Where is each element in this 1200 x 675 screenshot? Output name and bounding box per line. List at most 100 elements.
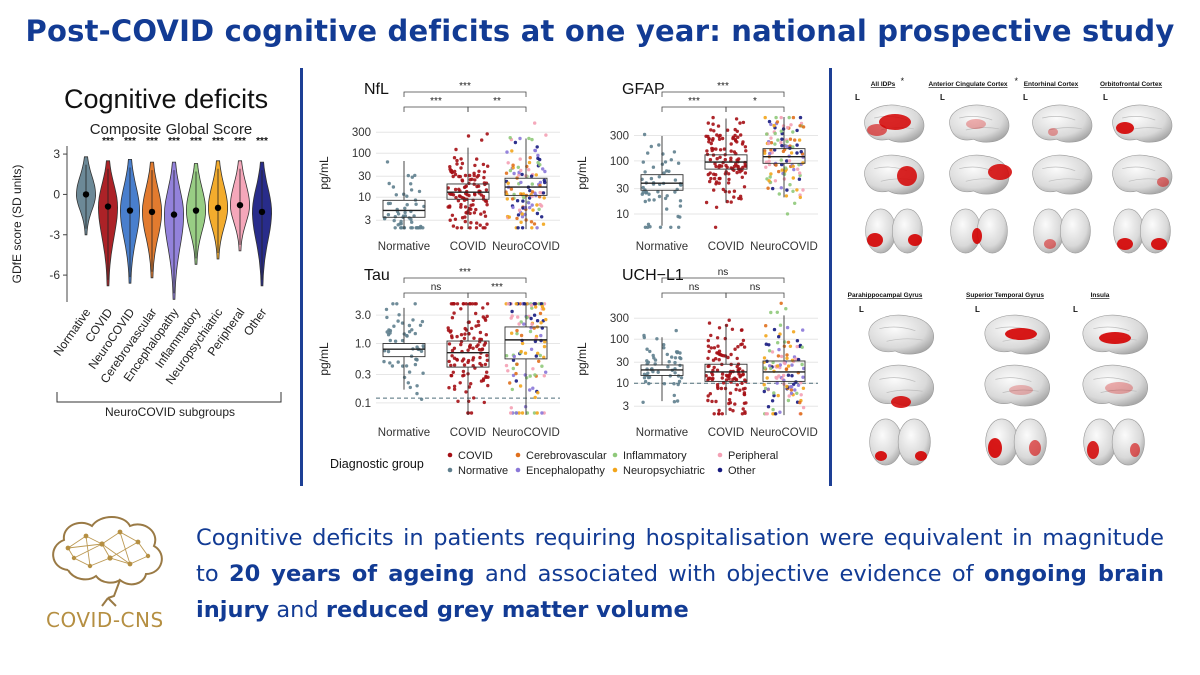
y-axis-label: pg/mL xyxy=(317,156,331,190)
data-point xyxy=(723,157,727,162)
data-point xyxy=(446,205,450,209)
data-point xyxy=(468,173,472,178)
violin-median-point xyxy=(104,203,112,210)
page-title: Post-COVID cognitive deficits at one yea… xyxy=(25,14,1175,48)
data-point xyxy=(506,181,510,185)
data-point xyxy=(741,338,746,343)
box-iqr xyxy=(446,340,490,368)
highlight-entorhinal xyxy=(1044,239,1056,249)
data-point xyxy=(470,326,474,331)
summary-part: and xyxy=(269,597,326,623)
data-point xyxy=(540,215,544,219)
data-point xyxy=(452,384,457,388)
data-point xyxy=(728,407,732,411)
data-point xyxy=(450,316,455,320)
data-point xyxy=(393,226,397,230)
data-point xyxy=(391,302,395,306)
data-point xyxy=(448,218,452,222)
data-point xyxy=(782,361,786,365)
data-point xyxy=(663,196,668,201)
data-point xyxy=(510,387,514,392)
data-point xyxy=(801,375,805,379)
data-point xyxy=(527,160,532,165)
data-point xyxy=(678,356,682,360)
data-point xyxy=(518,384,523,388)
data-point xyxy=(717,137,722,141)
data-point xyxy=(467,399,471,403)
data-point xyxy=(648,349,652,354)
data-point xyxy=(475,157,479,161)
data-point xyxy=(776,341,780,345)
data-point xyxy=(409,188,414,192)
data-point xyxy=(786,373,791,377)
data-point xyxy=(793,388,797,392)
data-point xyxy=(530,322,534,326)
violin-median-point xyxy=(192,207,200,214)
data-point xyxy=(517,411,521,415)
data-point xyxy=(449,373,454,378)
data-point xyxy=(727,373,731,377)
data-point xyxy=(528,205,532,210)
data-point xyxy=(662,343,666,347)
summary-text: Cognitive deficits in patients requiring… xyxy=(196,520,1164,628)
data-point xyxy=(720,372,725,376)
brain-sulcus xyxy=(1042,116,1076,121)
uchl1-chart: UCH−L1 3 10 30 100 300 pg/mL Normative COVID Neur… xyxy=(575,267,818,439)
data-point xyxy=(388,338,392,343)
data-point xyxy=(786,340,791,344)
data-point xyxy=(721,381,726,385)
data-point xyxy=(788,344,793,348)
data-point xyxy=(514,302,518,306)
highlight-anterior-cingulate xyxy=(972,228,982,244)
data-point xyxy=(480,138,484,142)
data-point xyxy=(767,179,771,183)
data-point xyxy=(727,172,731,176)
data-point xyxy=(473,302,477,306)
brain-medial xyxy=(868,364,934,407)
data-point xyxy=(520,226,525,230)
y-tick-label: 100 xyxy=(610,156,629,168)
brain-star: * xyxy=(1015,76,1019,86)
data-point xyxy=(475,344,479,349)
data-point xyxy=(723,386,728,391)
cognitive-panel-title: Cognitive deficits xyxy=(64,84,269,114)
data-point xyxy=(672,393,676,398)
data-point xyxy=(791,164,795,168)
data-point xyxy=(795,143,799,147)
y-axis-label: pg/mL xyxy=(575,156,589,190)
data-point xyxy=(716,344,720,348)
data-point xyxy=(775,364,780,368)
data-point xyxy=(730,327,735,331)
data-point xyxy=(392,218,396,223)
brain-label: Superior Temporal Gyrus xyxy=(966,292,1044,299)
hemisphere-label: L xyxy=(855,93,860,102)
data-point xyxy=(712,129,716,133)
data-point xyxy=(763,366,767,370)
brain-imaging-grid: All IDPs * Anterior Cingulate Cortex * Entor… xyxy=(848,76,1173,466)
data-point xyxy=(711,115,715,120)
data-point xyxy=(399,222,403,226)
data-point xyxy=(452,387,457,391)
data-point xyxy=(779,140,783,145)
data-point xyxy=(396,319,400,323)
data-point xyxy=(777,335,781,339)
data-point xyxy=(651,165,656,169)
data-point xyxy=(529,220,534,224)
data-point xyxy=(396,223,400,227)
y-tick-label: -3 xyxy=(49,228,60,242)
data-point xyxy=(531,208,535,212)
brain-frontal-left xyxy=(1083,418,1117,466)
data-point xyxy=(483,214,488,218)
data-point xyxy=(794,380,798,384)
data-point xyxy=(774,163,778,167)
data-point xyxy=(662,382,667,386)
data-point xyxy=(766,186,770,190)
data-point xyxy=(484,188,489,192)
legend-label-inflammatory: Inflammatory xyxy=(623,450,687,462)
data-point xyxy=(451,370,455,374)
data-point xyxy=(780,144,784,148)
data-point xyxy=(785,188,789,192)
data-point xyxy=(743,386,747,391)
data-point xyxy=(721,187,725,192)
data-point xyxy=(736,368,740,372)
